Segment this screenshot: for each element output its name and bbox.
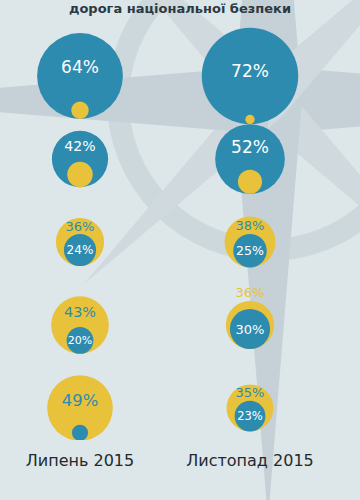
bubble xyxy=(56,218,104,266)
data-label: 64% xyxy=(61,57,99,77)
data-label: 43% xyxy=(64,304,96,320)
data-label: 42% xyxy=(64,138,95,154)
category-label: Липень 2015 xyxy=(26,451,134,470)
data-label: 24% xyxy=(67,243,94,257)
bubble xyxy=(233,234,267,268)
bubble xyxy=(52,131,108,187)
bubble xyxy=(227,385,274,432)
category-label: Листопад 2015 xyxy=(186,451,313,470)
bubble xyxy=(226,301,274,349)
bubble xyxy=(37,33,123,119)
bubble xyxy=(235,401,266,432)
bubble xyxy=(72,425,88,440)
bubble xyxy=(238,170,262,194)
data-label: 36% xyxy=(66,219,95,234)
bubble xyxy=(67,162,92,187)
data-label: 38% xyxy=(236,218,265,233)
bubble xyxy=(67,327,94,354)
bubble xyxy=(51,296,109,354)
chart: дорога національної безпеки 64% 42% 36% 24% 4… xyxy=(0,0,360,500)
data-label: 35% xyxy=(236,385,265,400)
bubble xyxy=(230,309,270,349)
bubble xyxy=(71,101,88,118)
data-label: 30% xyxy=(236,322,265,337)
bubble xyxy=(215,124,285,194)
data-label: 49% xyxy=(62,391,98,410)
data-label: 36% xyxy=(236,285,265,300)
compass-decoration xyxy=(0,0,360,500)
title: дорога національної безпеки xyxy=(69,1,291,16)
bubble xyxy=(64,234,96,266)
bubble xyxy=(47,375,113,440)
data-label: 20% xyxy=(68,334,92,347)
data-label: 23% xyxy=(237,409,263,423)
data-label: 25% xyxy=(236,243,264,258)
category-labels: Липень 2015 Листопад 2015 xyxy=(26,451,314,470)
data-labels: 64% 42% 36% 24% 43% 20% 49% 72% 52% 38% 25% 36% 30% 3… xyxy=(61,57,269,423)
data-label: 52% xyxy=(231,137,269,157)
bubble xyxy=(225,217,276,268)
bubbles xyxy=(37,28,298,440)
data-label: 72% xyxy=(231,61,269,81)
bubble xyxy=(245,115,254,124)
bubble xyxy=(202,28,298,124)
